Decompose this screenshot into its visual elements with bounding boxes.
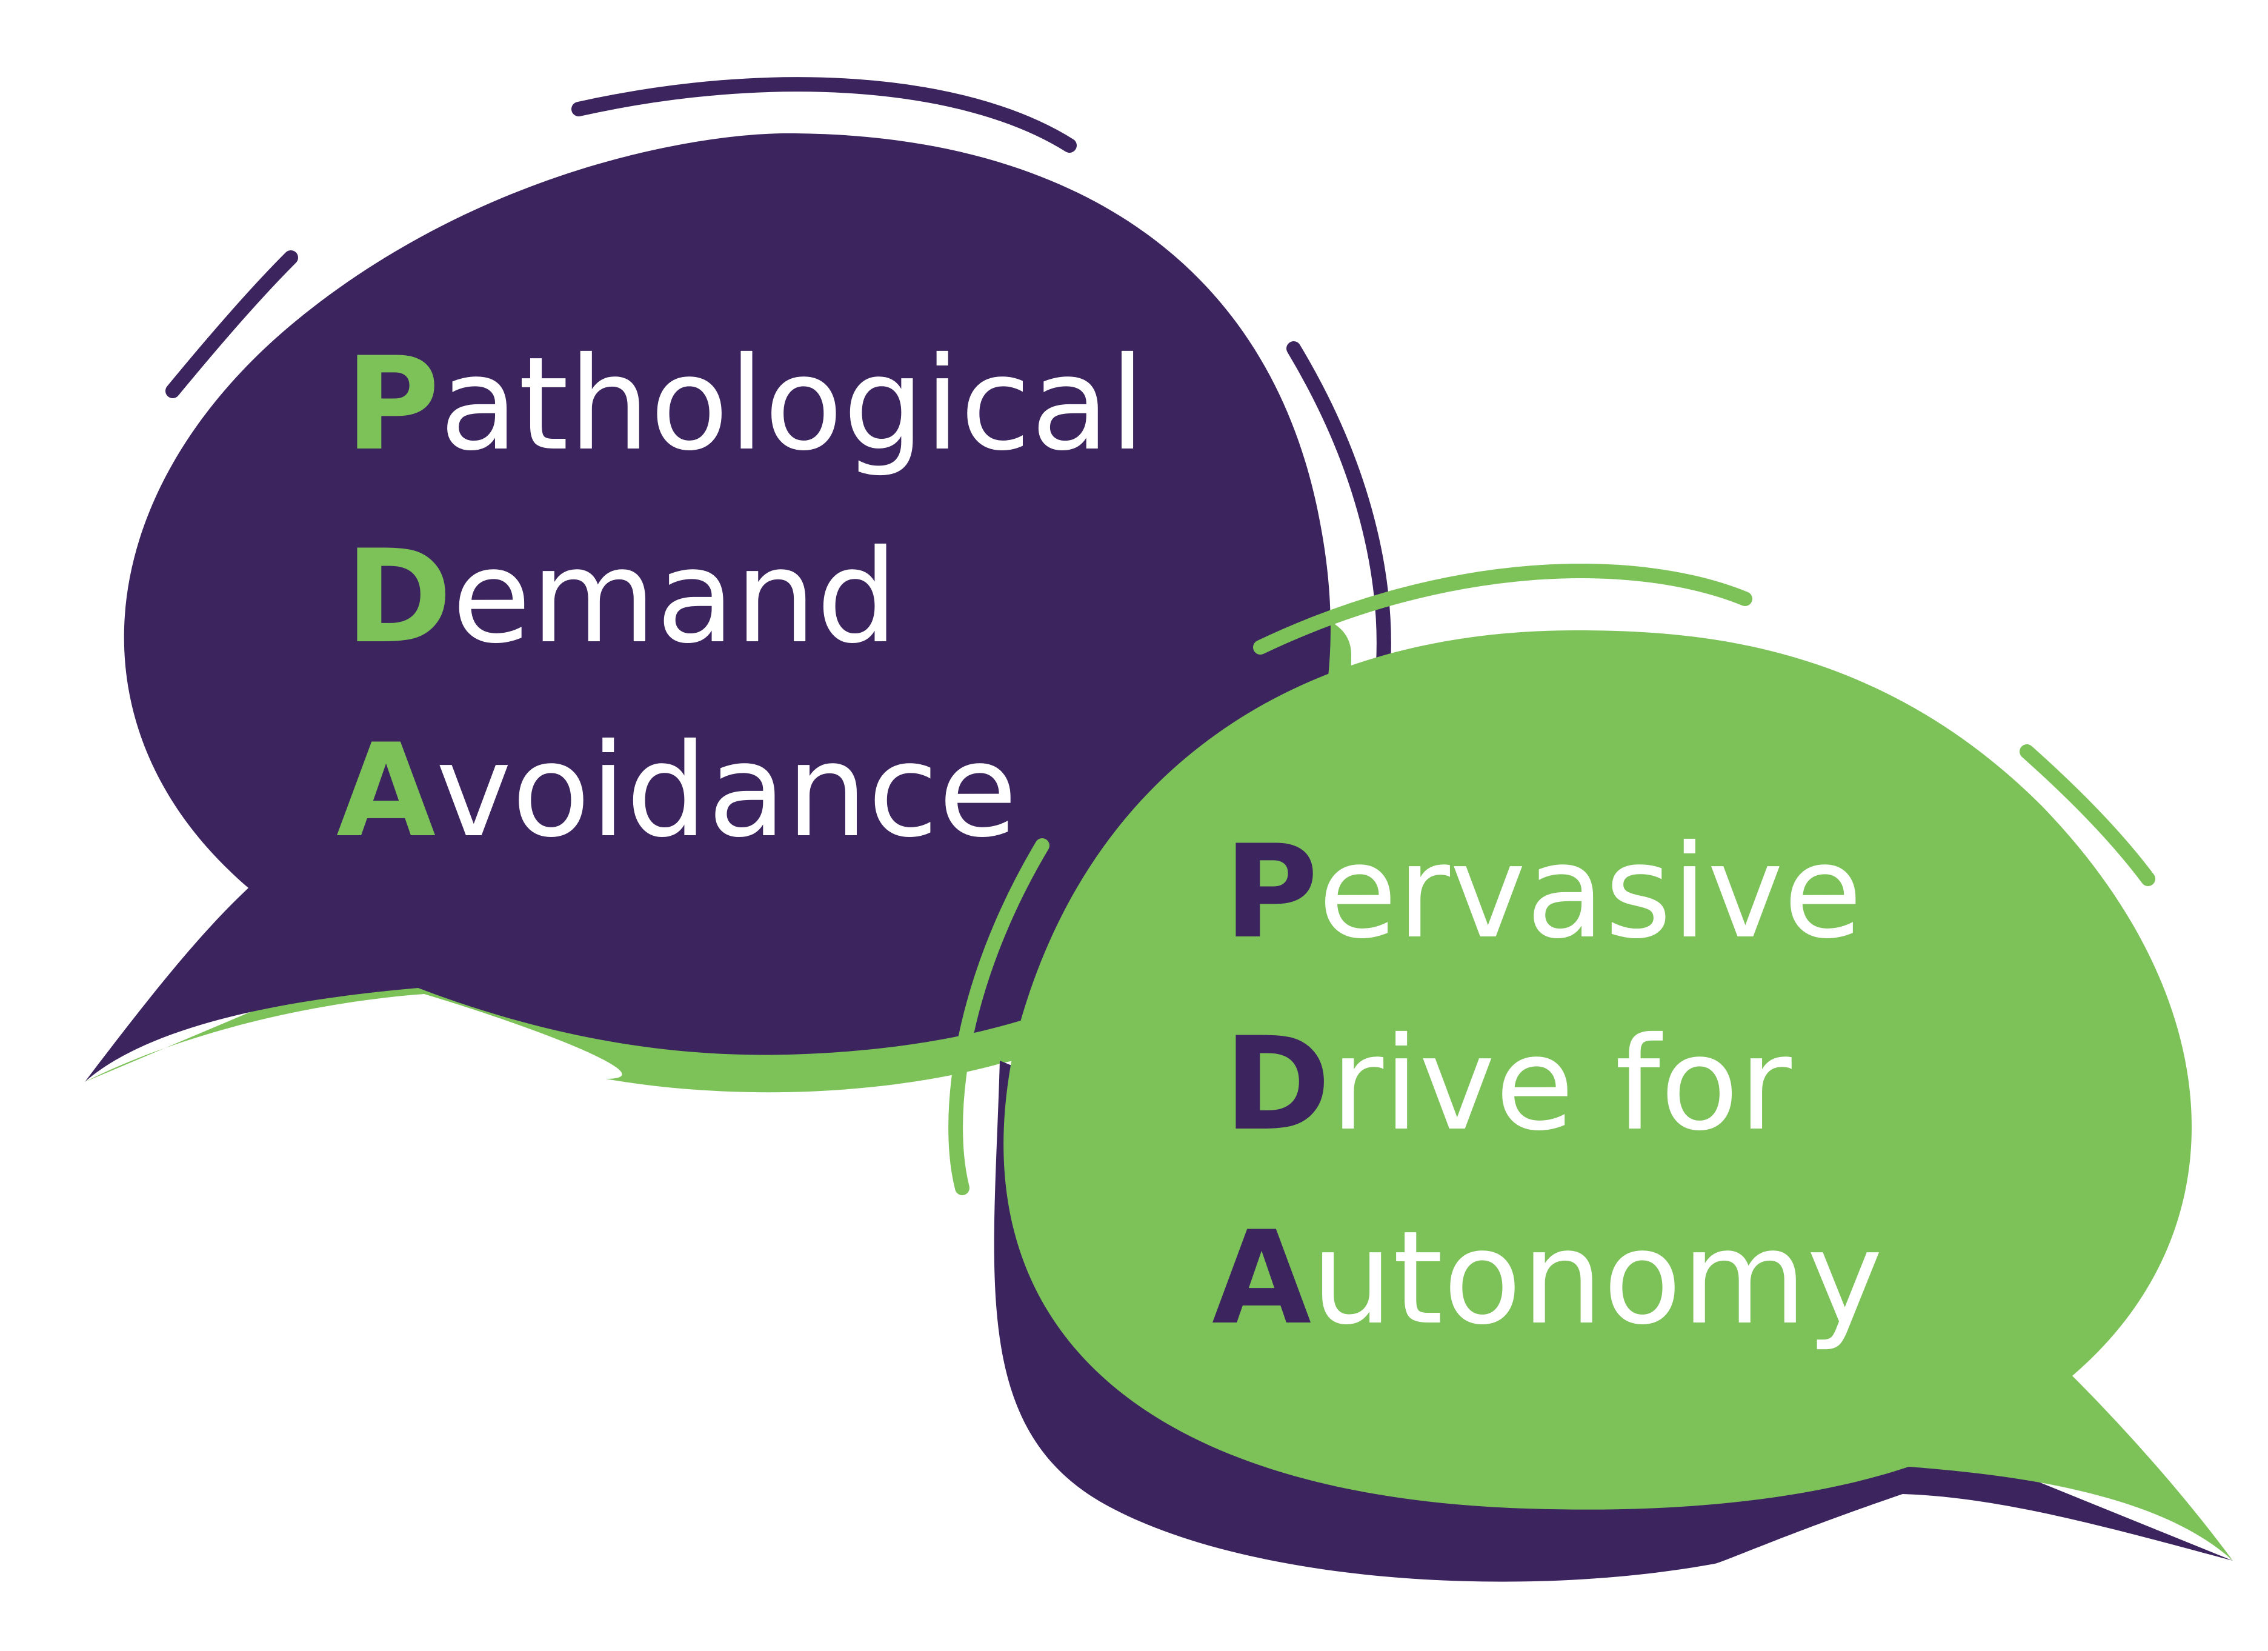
right-bubble-left-arc: [948, 838, 1049, 1195]
left-bubble-right-arc: [1286, 341, 1391, 692]
left-line-2-initial: D: [345, 522, 452, 672]
left-line-2-rest: emand: [452, 522, 898, 672]
left-line-1-rest: athological: [439, 329, 1145, 479]
right-line-3-initial: A: [1212, 1203, 1311, 1353]
right-line-2-rest: rive for: [1331, 1009, 1792, 1159]
left-bubble-top-arc: [571, 77, 1077, 153]
right-line-3-rest: utonomy: [1311, 1203, 1883, 1353]
right-speech-bubble: [948, 564, 2233, 1582]
right-line-2-initial: D: [1224, 1009, 1331, 1159]
left-line-pathological: Pathological: [345, 329, 1145, 479]
left-line-3-initial: A: [336, 716, 436, 866]
right-line-1-initial: P: [1224, 817, 1318, 967]
right-line-drive-for: Drive for: [1224, 1009, 1792, 1159]
left-bubble-left-arc: [165, 250, 298, 398]
left-line-avoidance: Avoidance: [336, 716, 1017, 866]
left-bubble-body: [85, 133, 1331, 1082]
right-bubble-text: Pervasive Drive for Autonomy: [1212, 817, 1883, 1353]
left-bubble-text: Pathological Demand Avoidance: [336, 329, 1145, 866]
right-line-pervasive: Pervasive: [1224, 817, 1863, 967]
right-line-autonomy: Autonomy: [1212, 1203, 1883, 1353]
right-bubble-right-arc: [2020, 744, 2155, 886]
right-bubble-body: [1003, 630, 2233, 1561]
left-line-3-rest: voidance: [436, 716, 1017, 866]
left-line-demand: Demand: [345, 522, 898, 672]
left-speech-bubble: [85, 77, 1391, 1093]
left-line-1-initial: P: [345, 329, 439, 479]
right-line-1-rest: ervasive: [1318, 817, 1862, 967]
right-bubble-top-arc: [1253, 564, 1752, 655]
